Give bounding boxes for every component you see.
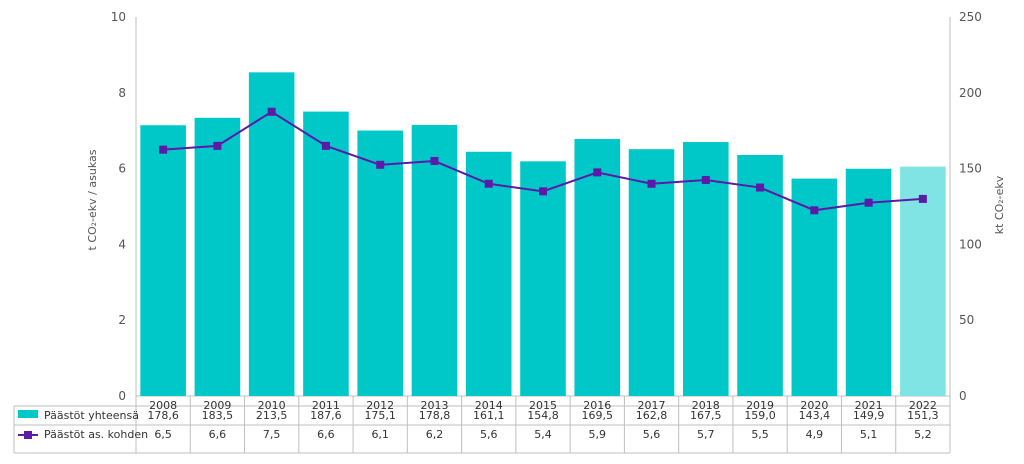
category-label: 2020 (800, 399, 828, 412)
per-capita-value-cell: 6,5 (154, 428, 172, 441)
category-label: 2014 (475, 399, 503, 412)
point-2013 (430, 157, 439, 166)
per-capita-value-cell: 4,9 (806, 428, 824, 441)
bar-2009 (194, 117, 241, 397)
point-2009 (213, 141, 222, 150)
per-capita-value-cell: 5,2 (914, 428, 932, 441)
per-capita-value-cell: 5,4 (534, 428, 552, 441)
right-tick-label: 250 (959, 10, 982, 24)
per-capita-value-cell: 5,6 (643, 428, 661, 441)
point-2016 (593, 168, 602, 177)
per-capita-value-cell: 6,2 (426, 428, 444, 441)
point-2012 (376, 160, 385, 169)
category-label: 2019 (746, 399, 774, 412)
total-value-cell: 161,1 (473, 409, 505, 422)
right-tick-label: 150 (959, 162, 982, 176)
category-label: 2017 (638, 399, 666, 412)
bar-2013 (411, 124, 458, 396)
per-capita-value-cell: 5,7 (697, 428, 715, 441)
total-value-cell: 167,5 (690, 409, 722, 422)
right-tick-label: 200 (959, 86, 982, 100)
category-label: 2010 (258, 399, 286, 412)
point-2021 (864, 198, 873, 207)
category-label: 2021 (855, 399, 883, 412)
point-2015 (539, 187, 547, 196)
bar-2016 (574, 139, 621, 396)
left-tick-label: 2 (118, 313, 126, 327)
right-tick-label: 0 (959, 389, 967, 403)
bar-2008 (140, 125, 186, 396)
per-capita-value-cell: 5,9 (589, 428, 607, 441)
total-value-cell: 183,5 (202, 409, 234, 422)
total-value-cell: 187,6 (310, 409, 342, 422)
category-label: 2022 (909, 399, 937, 412)
bar-2017 (628, 149, 675, 396)
per-capita-value-cell: 5,1 (860, 428, 878, 441)
bar-2011 (303, 111, 349, 397)
total-value-cell: 169,5 (582, 409, 614, 422)
bar-2014 (465, 151, 512, 396)
per-capita-value-cell: 6,6 (317, 428, 335, 441)
bar-2010 (248, 72, 295, 397)
right-tick-label: 100 (959, 237, 982, 251)
point-2022 (918, 194, 927, 203)
legend-bar-swatch (18, 410, 38, 418)
bar-2012 (357, 130, 403, 396)
bars (140, 72, 946, 397)
point-2020 (810, 206, 819, 215)
total-value-cell: 178,6 (147, 409, 179, 422)
left-tick-label: 6 (118, 162, 126, 176)
bar-2018 (683, 142, 729, 396)
per-capita-value-cell: 5,6 (480, 428, 498, 441)
point-2019 (756, 183, 765, 192)
legend-line-marker (24, 431, 32, 439)
right-axis-ticks: 0 50 100 150 200 250 (959, 10, 982, 403)
total-value-cell: 143,4 (799, 409, 831, 422)
bar-2022 (900, 166, 946, 396)
point-2017 (647, 179, 656, 188)
left-tick-label: 0 (118, 389, 126, 403)
point-2018 (701, 175, 710, 184)
left-axis-ticks: 0 2 4 6 8 10 (111, 10, 126, 403)
right-axis-title: kt CO₂-ekv (993, 175, 1006, 234)
left-tick-label: 10 (111, 10, 126, 24)
left-tick-label: 4 (118, 237, 126, 251)
category-label: 2018 (692, 399, 720, 412)
total-value-cell: 154,8 (527, 409, 559, 422)
category-label: 2015 (529, 399, 557, 412)
category-label: 2013 (420, 399, 448, 412)
category-label: 2016 (583, 399, 611, 412)
total-value-cell: 151,3 (907, 409, 939, 422)
category-label: 2009 (203, 399, 231, 412)
total-value-cell: 175,1 (364, 409, 396, 422)
category-label: 2011 (312, 399, 340, 412)
left-tick-label: 8 (118, 86, 126, 100)
per-capita-value-cell: 6,1 (371, 428, 389, 441)
category-label: 2008 (149, 399, 177, 412)
legend-line-label: Päästöt as. kohden (44, 428, 148, 441)
point-2014 (484, 179, 493, 188)
per-capita-value-cell: 6,6 (209, 428, 227, 441)
point-2011 (321, 141, 330, 150)
point-2010 (267, 107, 276, 116)
category-label: 2012 (366, 399, 394, 412)
per-capita-value-cell: 5,5 (751, 428, 769, 441)
point-2008 (159, 145, 168, 154)
bar-2019 (737, 154, 783, 396)
bar-2020 (791, 178, 838, 396)
legend-bar-label: Päästöt yhteensä (44, 409, 139, 422)
total-value-cell: 178,8 (419, 409, 451, 422)
data-table: 2008 2009 2010 2011 2012 2013 2014 2015 2016 2017… (13, 396, 950, 454)
total-value-cell: 159,0 (744, 409, 776, 422)
total-value-cell: 149,9 (853, 409, 885, 422)
total-value-cell: 162,8 (636, 409, 668, 422)
total-value-cell: 213,5 (256, 409, 288, 422)
line-series (159, 107, 927, 215)
bar-2015 (520, 161, 566, 396)
per-capita-value-cell: 7,5 (263, 428, 281, 441)
left-axis-title: t CO₂-ekv / asukas (86, 149, 99, 250)
right-tick-label: 50 (959, 313, 974, 327)
